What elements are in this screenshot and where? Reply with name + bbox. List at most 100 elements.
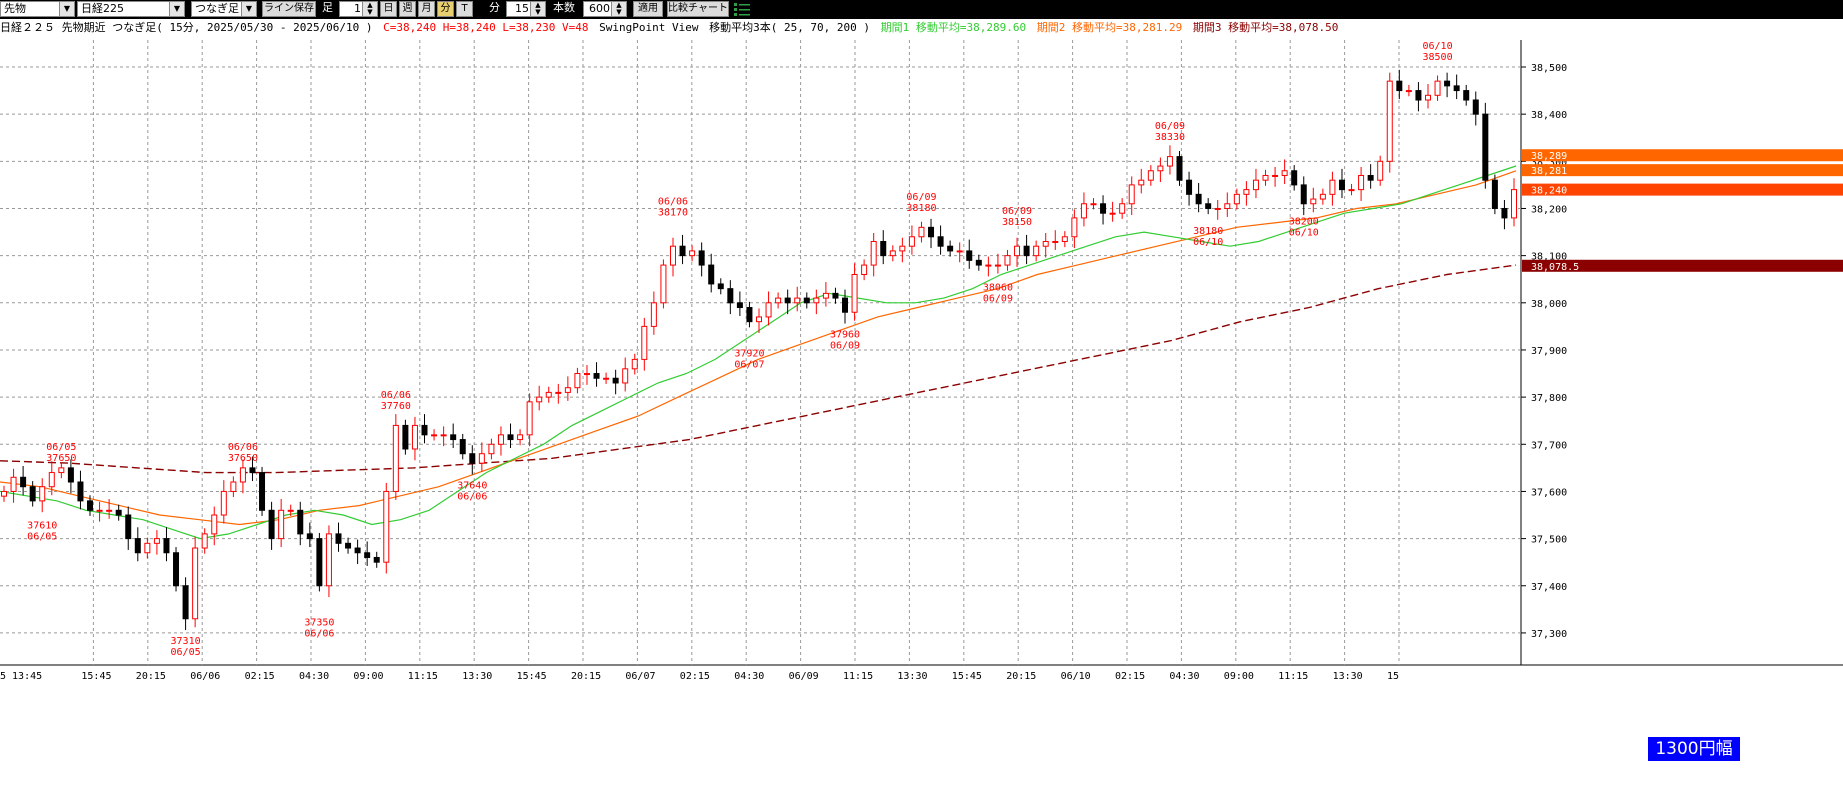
candle-body	[268, 509, 275, 540]
candle-body	[1377, 160, 1384, 181]
count-label: 本数	[553, 1, 575, 14]
candle-body	[1243, 189, 1250, 195]
contract-select[interactable]: つなぎ足 ▼	[191, 1, 257, 17]
swing-price: 38500	[1422, 52, 1452, 63]
symbol-select[interactable]: 日経225 ▼	[77, 1, 185, 17]
ma3-info: 期間3 移動平均=38,078.50	[1192, 21, 1339, 34]
candle-body	[192, 547, 199, 620]
price-label-ma1: 38,289	[1522, 149, 1843, 162]
period-day-button[interactable]: 日	[380, 1, 397, 17]
candle-body	[1205, 203, 1212, 209]
bar-small-value: 1	[354, 2, 361, 15]
candle	[249, 456, 256, 482]
y-tick-label: 38,300	[1531, 157, 1567, 168]
spinner-icon[interactable]: ▲ ▼	[611, 2, 626, 16]
ma-header: 移動平均3本( 25, 70, 200 )	[709, 21, 871, 34]
candle-body	[163, 538, 170, 554]
candle	[20, 465, 27, 496]
candle	[880, 230, 887, 265]
candle-body	[106, 509, 113, 512]
candle-body	[1367, 174, 1374, 181]
candle	[736, 291, 743, 317]
candle	[182, 577, 189, 631]
candle	[889, 245, 896, 262]
symbol-info: 日経２２５ 先物期近 つなぎ足( 15分, 2025/05/30 - 2025/…	[0, 21, 373, 34]
candle	[201, 528, 208, 554]
compare-chart-button[interactable]: 比較チャート	[667, 1, 729, 17]
candle-body	[603, 377, 610, 380]
candle-body	[813, 297, 820, 304]
candle-body	[1329, 179, 1336, 195]
candle-body	[631, 358, 638, 370]
candle-body	[994, 264, 1001, 267]
candle	[239, 459, 246, 494]
swing-price: 38170	[658, 208, 688, 219]
candle	[727, 280, 734, 315]
candle-body	[230, 481, 237, 492]
candle-body	[10, 476, 17, 492]
line-save-button[interactable]: ライン保存	[262, 1, 316, 17]
chart-menu-icon[interactable]	[733, 1, 751, 17]
ma2-info: 期間2 移動平均=38,281.29	[1036, 21, 1183, 34]
candle-body	[832, 292, 839, 299]
bar-small-input[interactable]: 1 ▲ ▼	[339, 1, 378, 17]
period-week-button[interactable]: 週	[399, 1, 416, 17]
candle	[1405, 84, 1412, 97]
candle	[77, 470, 84, 510]
chevron-down-icon[interactable]: ▼	[169, 2, 184, 16]
candle-body	[39, 486, 46, 502]
minute-input[interactable]: 15 ▲ ▼	[506, 1, 546, 17]
candle-body	[507, 434, 514, 441]
candle	[163, 527, 170, 562]
chevron-down-icon[interactable]: ▼	[59, 2, 74, 16]
candle-body	[1386, 80, 1393, 162]
swing-price: 38150	[1002, 217, 1032, 228]
swing-price: 38200	[1289, 216, 1319, 227]
x-tick-label: 11:15	[843, 671, 873, 682]
candle-body	[956, 250, 963, 253]
candle-body	[115, 509, 122, 516]
ma1-info: 期間1 移動平均=38,289.60	[880, 21, 1027, 34]
candle-body	[1061, 236, 1068, 242]
swing-price: 37650	[228, 453, 258, 464]
candle-body	[526, 401, 533, 436]
period-month-button[interactable]: 月	[418, 1, 435, 17]
candle-body	[612, 377, 619, 384]
candle-body	[383, 490, 390, 563]
candle-body	[345, 542, 352, 549]
spinner-icon[interactable]: ▲ ▼	[530, 2, 545, 16]
market-select[interactable]: 先物 ▼	[0, 1, 75, 17]
candle	[1195, 183, 1202, 213]
candle-body	[335, 533, 342, 544]
price-label-last: 38,240	[1522, 183, 1843, 197]
candle	[698, 242, 705, 277]
swing-price: 38330	[1155, 132, 1185, 143]
candle	[555, 383, 562, 404]
count-input[interactable]: 600 ▲ ▼	[583, 1, 627, 17]
period-minute-button[interactable]: 分	[437, 1, 454, 17]
x-tick-label: 13:30	[1333, 671, 1363, 682]
chevron-down-icon[interactable]: ▼	[241, 2, 256, 16]
candle	[507, 423, 514, 449]
x-tick-label: 13:30	[462, 671, 492, 682]
candle	[1042, 233, 1049, 258]
swing-price: 37610	[27, 521, 57, 532]
x-tick-label: 06/09	[789, 671, 819, 682]
candle	[354, 539, 361, 565]
candle-body	[861, 264, 868, 276]
candle	[211, 506, 218, 546]
minute-value: 15	[515, 2, 529, 15]
candle	[1358, 166, 1365, 201]
price-axis: 38,500 38,400 38,300 38,200 38,100 38,000 37,9…	[1521, 63, 1843, 640]
period-tick-button[interactable]: T	[456, 1, 473, 17]
candle	[1205, 198, 1212, 215]
candle-body	[1033, 245, 1040, 257]
apply-button[interactable]: 適用	[633, 1, 663, 17]
spinner-icon[interactable]: ▲ ▼	[362, 2, 377, 16]
candle-body	[555, 391, 562, 394]
candle-body	[650, 302, 657, 327]
x-tick-label: 09:00	[1224, 671, 1254, 682]
candle-body	[622, 368, 629, 384]
